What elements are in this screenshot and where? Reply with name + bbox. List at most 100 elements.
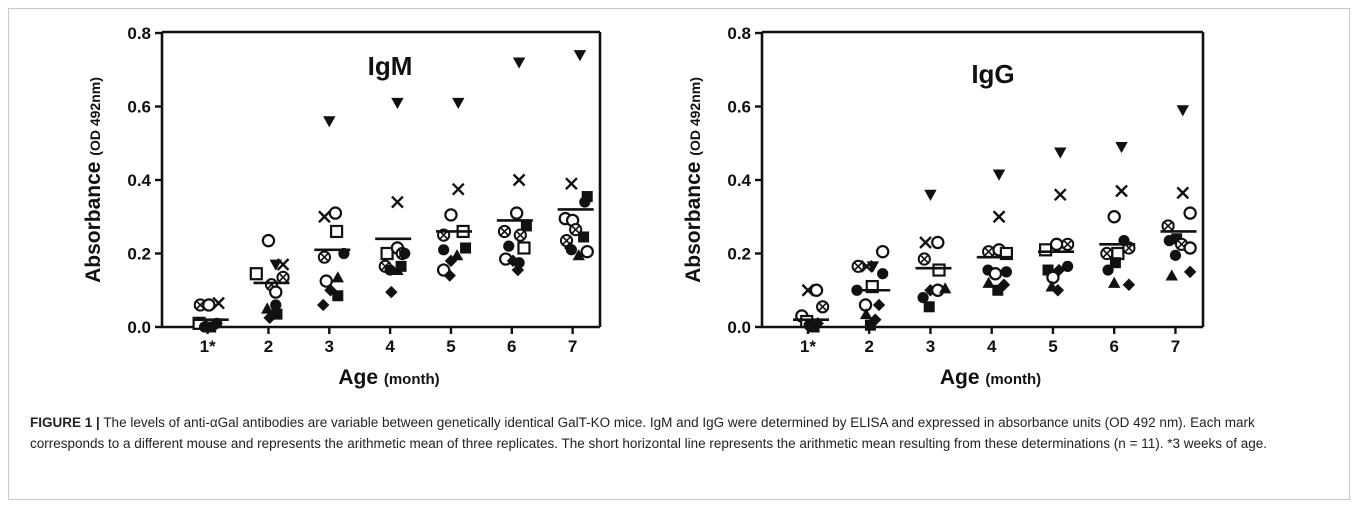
data-point bbox=[559, 234, 574, 248]
data-point bbox=[451, 182, 465, 196]
y-tick-label: 0.6 bbox=[727, 98, 751, 117]
data-point bbox=[329, 224, 344, 239]
data-point bbox=[385, 285, 398, 299]
x-tick-label: 2 bbox=[864, 337, 873, 356]
x-tick-label: 1* bbox=[800, 337, 816, 356]
data-point bbox=[917, 292, 929, 304]
data-point bbox=[1183, 206, 1197, 220]
data-point bbox=[513, 228, 527, 242]
data-point bbox=[858, 298, 873, 312]
chart-title: IgG bbox=[971, 59, 1014, 89]
data-point bbox=[992, 284, 1004, 296]
data-point bbox=[503, 240, 515, 252]
data-point bbox=[450, 249, 464, 261]
data-point bbox=[866, 261, 880, 273]
data-point bbox=[511, 263, 525, 277]
data-point bbox=[578, 231, 590, 243]
data-point bbox=[1062, 260, 1074, 272]
data-point bbox=[497, 224, 512, 239]
data-point bbox=[877, 268, 889, 280]
y-tick-label: 0.4 bbox=[127, 171, 151, 190]
data-point bbox=[517, 241, 531, 255]
figure-caption: FIGURE 1 | The levels of anti-αGal antib… bbox=[30, 412, 1330, 454]
data-point bbox=[1046, 270, 1060, 285]
x-tick-label: 4 bbox=[385, 337, 395, 356]
data-point bbox=[988, 267, 1003, 281]
data-point bbox=[1054, 147, 1067, 159]
data-point bbox=[565, 177, 578, 191]
data-point bbox=[391, 97, 404, 110]
data-point bbox=[249, 267, 263, 281]
data-point bbox=[323, 116, 336, 128]
data-point bbox=[1183, 265, 1197, 279]
data-point bbox=[565, 244, 578, 256]
data-point bbox=[395, 260, 407, 272]
data-point bbox=[391, 195, 404, 209]
data-point bbox=[809, 283, 824, 297]
data-point bbox=[1038, 243, 1053, 257]
data-point bbox=[1042, 264, 1054, 276]
x-axis-label: Age (month) bbox=[338, 366, 439, 389]
data-point bbox=[999, 246, 1013, 261]
x-tick-label: 6 bbox=[507, 337, 516, 356]
data-point bbox=[317, 250, 332, 264]
x-tick-label: 5 bbox=[446, 337, 455, 356]
data-point bbox=[573, 50, 587, 62]
data-point bbox=[851, 259, 865, 273]
data-point bbox=[875, 244, 890, 259]
x-tick-label: 3 bbox=[325, 337, 334, 356]
data-point bbox=[261, 302, 274, 314]
data-point bbox=[509, 206, 524, 220]
y-tick-label: 0.2 bbox=[727, 245, 751, 264]
data-point bbox=[331, 271, 345, 283]
data-point bbox=[816, 300, 830, 314]
data-point bbox=[811, 317, 824, 330]
data-point bbox=[992, 169, 1006, 181]
data-point bbox=[919, 236, 932, 249]
data-point bbox=[1115, 184, 1128, 198]
data-point bbox=[380, 246, 394, 261]
data-point bbox=[1122, 278, 1136, 291]
chart-title: IgM bbox=[368, 51, 413, 81]
data-point bbox=[938, 282, 952, 294]
data-point bbox=[1000, 266, 1012, 278]
data-point bbox=[923, 301, 935, 313]
y-tick-label: 0.6 bbox=[127, 98, 151, 117]
chart-0: 0.0 0.2 0.4 0.6 0.8 1* 2 3 4 5 6 7 IgM Age (month) Abs… bbox=[82, 24, 602, 389]
x-tick-label: 3 bbox=[926, 337, 935, 356]
data-point bbox=[1171, 233, 1183, 245]
data-point bbox=[1165, 269, 1178, 281]
data-point bbox=[443, 269, 456, 282]
data-point bbox=[1107, 210, 1121, 224]
data-point bbox=[572, 249, 585, 261]
data-point bbox=[276, 270, 290, 284]
x-tick-label: 4 bbox=[987, 337, 997, 356]
data-point bbox=[982, 276, 995, 288]
data-point bbox=[1115, 141, 1128, 154]
data-point bbox=[917, 252, 931, 266]
data-point bbox=[318, 210, 331, 224]
y-tick-label: 0.8 bbox=[727, 24, 751, 43]
data-point bbox=[261, 233, 276, 248]
data-point bbox=[932, 263, 946, 277]
data-point bbox=[581, 191, 593, 203]
x-tick-label: 6 bbox=[1109, 337, 1118, 356]
y-tick-label: 0.8 bbox=[127, 24, 151, 43]
data-point bbox=[982, 245, 996, 259]
data-point bbox=[1169, 249, 1182, 261]
data-point bbox=[269, 259, 282, 271]
data-point bbox=[1176, 105, 1189, 117]
data-point bbox=[803, 319, 815, 331]
caption-label: FIGURE 1 | bbox=[30, 415, 100, 430]
data-point bbox=[270, 299, 282, 311]
data-point bbox=[865, 279, 879, 294]
data-point bbox=[864, 319, 876, 331]
data-point bbox=[997, 278, 1011, 291]
data-point bbox=[512, 57, 526, 69]
data-point bbox=[438, 244, 450, 256]
y-tick-label: 0.0 bbox=[127, 318, 151, 337]
data-point bbox=[460, 242, 472, 254]
data-point bbox=[317, 298, 330, 312]
x-tick-label: 7 bbox=[568, 337, 577, 356]
data-point bbox=[328, 206, 343, 220]
